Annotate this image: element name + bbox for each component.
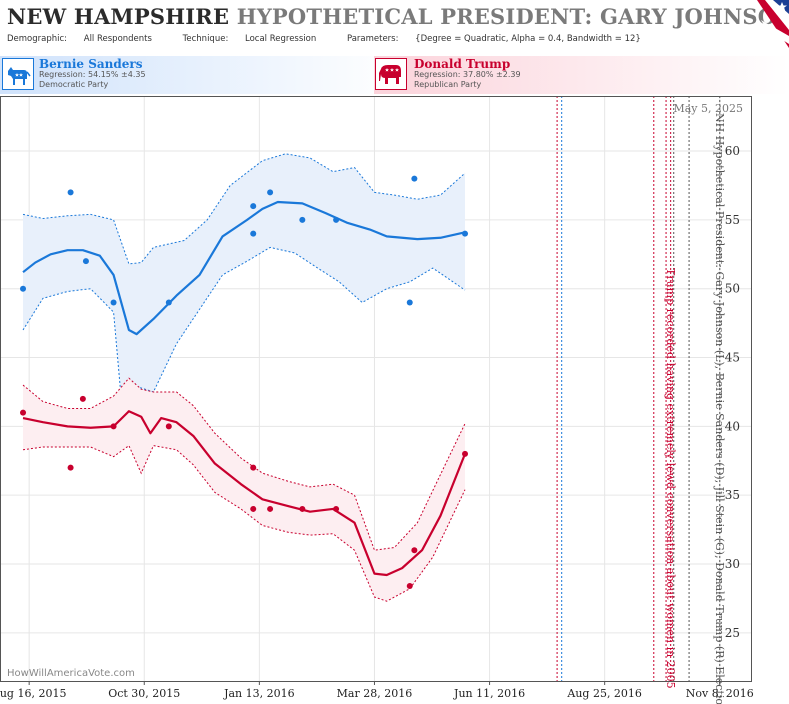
trump-poll-point <box>250 464 257 471</box>
x-tick-label: Oct 30, 2015 <box>108 687 180 700</box>
demographic-field: Demographic: All Respondents <box>7 34 166 44</box>
y-tick-label: 25 <box>725 626 740 640</box>
title-race: HYPOTHETICAL PRESIDENT: GARY JOHNSON <box>236 4 789 29</box>
sanders-poll-point <box>165 299 172 306</box>
democrat-regression: Regression: 54.15% ±4.35 <box>39 70 146 79</box>
sanders-poll-point <box>67 189 74 196</box>
x-tick-label: Jan 13, 2016 <box>223 687 295 700</box>
republican-party: Republican Party <box>414 80 482 89</box>
technique-value: Local Regression <box>245 34 317 44</box>
y-tick-label: 60 <box>725 144 740 158</box>
donkey-icon <box>2 58 34 90</box>
x-tick-label: Aug 16, 2015 <box>0 687 66 700</box>
demographic-label: Demographic: <box>7 34 68 44</box>
source-credit: HowWillAmericaVote.com <box>7 668 135 679</box>
x-tick-label: Aug 25, 2016 <box>566 687 642 700</box>
republican-legend-background <box>374 56 789 94</box>
technique-label: Technique: <box>182 34 229 44</box>
trump-lower-bound-line <box>22 444 466 602</box>
demographic-value: All Respondents <box>83 34 152 44</box>
sanders-poll-point <box>333 216 340 223</box>
parameters-value: {Degree = Quadratic, Alpha = 0.4, Bandwi… <box>415 34 641 44</box>
sanders-poll-point <box>462 230 469 237</box>
sanders-lower-bound-line <box>22 246 466 401</box>
y-tick-label: 55 <box>725 213 740 227</box>
trump-confidence-band <box>23 378 466 602</box>
x-tick-label: Mar 28, 2016 <box>337 687 413 700</box>
y-tick-label: 45 <box>725 351 740 365</box>
date-label: May 5, 2025 <box>673 102 743 115</box>
trump-poll-point <box>406 583 413 590</box>
trump-poll-point <box>462 450 469 457</box>
trend-lines <box>22 200 467 577</box>
republican-name: Donald Trump <box>414 57 511 71</box>
sanders-poll-point <box>110 299 117 306</box>
confidence-bands <box>22 153 466 602</box>
flag-logo-icon <box>757 0 789 48</box>
trump-poll-point <box>411 547 418 554</box>
plot-frame <box>0 96 752 682</box>
sanders-poll-point <box>406 299 413 306</box>
sanders-poll-point <box>250 203 257 210</box>
chart-title: NEW HAMPSHIRE HYPOTHETICAL PRESIDENT: GA… <box>7 4 789 29</box>
trump-poll-point <box>67 464 74 471</box>
trump-poll-point <box>299 505 306 512</box>
trump-poll-point <box>267 505 274 512</box>
trump-poll-point <box>165 423 172 430</box>
trump-trend-line <box>22 410 467 577</box>
candidate-legend: Bernie Sanders Regression: 54.15% ±4.35 … <box>0 56 789 94</box>
y-tick-label: 35 <box>725 488 740 502</box>
axes: 25 30 35 40 45 50 55 60 Aug 16, 2015 Oct 30, 2015… <box>0 96 754 700</box>
sanders-poll-point <box>411 175 418 182</box>
poll-points <box>20 175 469 590</box>
sanders-trend-line <box>22 200 466 336</box>
parameters-field: Parameters: {Degree = Quadratic, Alpha =… <box>347 34 655 44</box>
y-tick-label: 30 <box>725 557 740 571</box>
sanders-upper-bound-line <box>22 153 466 265</box>
event-markers <box>556 96 721 681</box>
title-state: NEW HAMPSHIRE <box>7 4 230 29</box>
sanders-poll-point <box>267 189 274 196</box>
trump-poll-point <box>250 505 257 512</box>
elephant-icon <box>375 58 407 90</box>
parameters-label: Parameters: <box>346 34 399 44</box>
chart-plot: 25 30 35 40 45 50 55 60 Aug 16, 2015 Oct 30, 2015… <box>0 96 754 704</box>
parameter-line: Demographic: All Respondents Technique: … <box>7 34 669 44</box>
sanders-poll-point <box>20 285 27 292</box>
sanders-poll-point <box>82 258 89 265</box>
vertical-chart-title: NH Hypothetical President: Gary Johnson … <box>713 113 726 704</box>
democrat-name: Bernie Sanders <box>39 57 143 71</box>
trump-poll-point <box>110 423 117 430</box>
trump-poll-point <box>333 505 340 512</box>
x-tick-label: Nov 8, 2016 <box>686 687 754 700</box>
sanders-poll-point <box>299 216 306 223</box>
technique-field: Technique: Local Regression <box>183 34 331 44</box>
sanders-poll-point <box>250 230 257 237</box>
y-tick-label: 50 <box>725 282 740 296</box>
democrat-party: Democratic Party <box>39 80 109 89</box>
trump-poll-point <box>20 409 27 416</box>
trump-upper-bound-line <box>22 377 466 551</box>
y-tick-label: 40 <box>725 419 740 433</box>
x-tick-label: Jun 11, 2016 <box>453 687 525 700</box>
democrat-legend-background <box>0 56 400 94</box>
trump-poll-point <box>79 395 86 402</box>
republican-regression: Regression: 37.80% ±2.39 <box>414 70 521 79</box>
chart-header: NEW HAMPSHIRE HYPOTHETICAL PRESIDENT: GA… <box>0 0 789 56</box>
sanders-confidence-band <box>23 153 466 399</box>
event-annotation: Trump recorded having extremely lewd con… <box>664 268 677 689</box>
